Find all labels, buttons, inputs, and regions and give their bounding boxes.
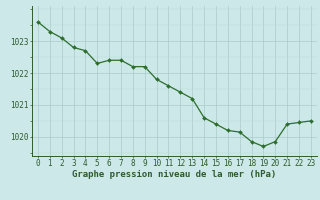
X-axis label: Graphe pression niveau de la mer (hPa): Graphe pression niveau de la mer (hPa) [72, 170, 276, 179]
